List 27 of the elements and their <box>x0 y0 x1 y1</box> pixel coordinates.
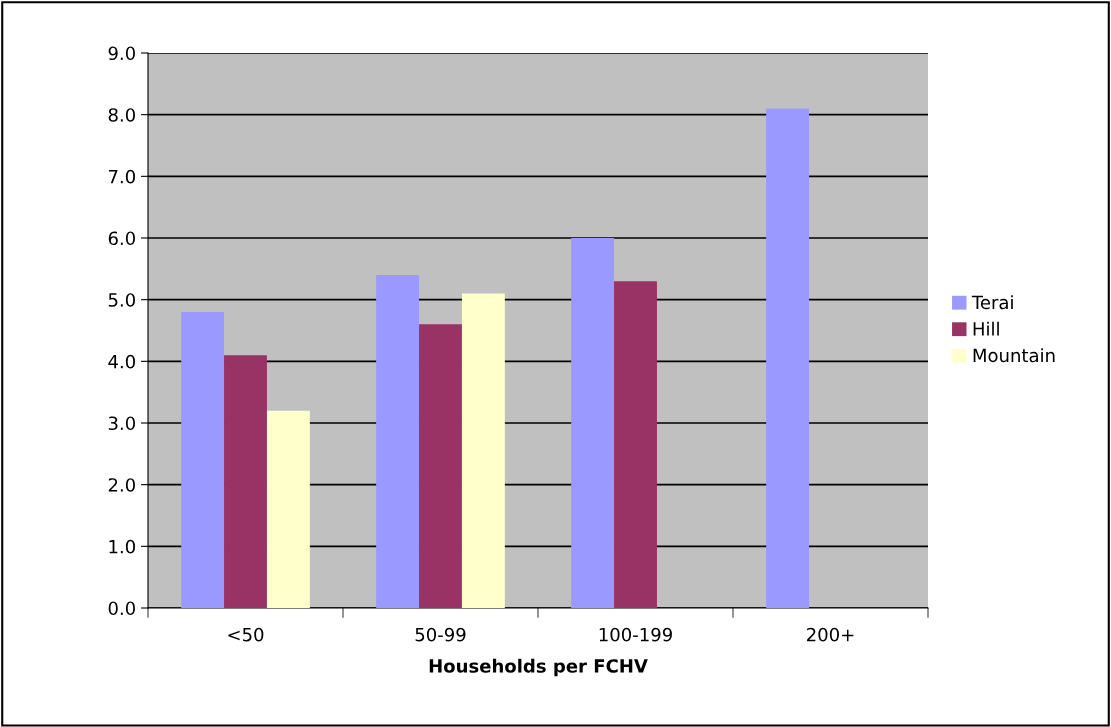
x-tick-label: 50-99 <box>415 627 466 642</box>
x-tick-label: 200+ <box>807 627 854 642</box>
y-tick-label: 8.0 <box>108 108 135 122</box>
bar <box>766 108 810 608</box>
bar <box>614 281 657 608</box>
bar <box>419 324 462 608</box>
y-tick-label: 7.0 <box>108 169 135 184</box>
x-tick-label: 100-199 <box>599 627 672 642</box>
bar <box>266 410 310 608</box>
bar <box>376 275 420 608</box>
y-tick-label: 4.0 <box>108 354 135 369</box>
y-tick-label: 1.0 <box>109 539 135 554</box>
bar <box>224 355 267 608</box>
y-tick-label: 9.0 <box>108 46 135 61</box>
y-tick-label: 2.0 <box>108 478 135 492</box>
y-tick-label: 3.0 <box>108 416 135 431</box>
bar <box>181 312 225 608</box>
legend-label: Terai <box>971 295 1013 310</box>
bar <box>571 238 615 608</box>
y-tick-label: 0.0 <box>108 601 135 616</box>
x-tick-label: <50 <box>228 627 264 642</box>
y-tick-label: 6.0 <box>108 231 135 246</box>
legend-label: Hill <box>973 321 999 336</box>
legend-label: Mountain <box>973 348 1055 363</box>
bar <box>461 293 505 608</box>
y-tick-label: 5.0 <box>108 293 135 307</box>
x-axis-title: Households per FCHV <box>429 658 648 677</box>
